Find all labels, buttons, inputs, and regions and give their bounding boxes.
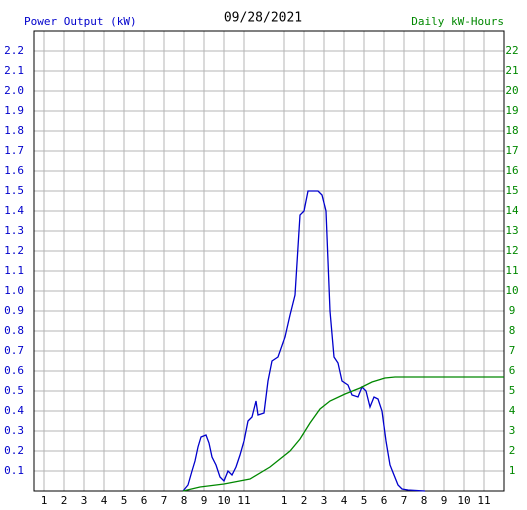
y2-tick-label: 7 (509, 344, 516, 357)
x-tick-label: 9 (201, 494, 208, 507)
plot-frame (33, 30, 505, 492)
y2-tick-label: 14 (505, 204, 519, 217)
y2-tick-label: 2 (509, 444, 516, 457)
series-line (182, 376, 504, 492)
x-tick-label: 5 (361, 494, 368, 507)
x-tick-label: 8 (181, 494, 188, 507)
series-line (182, 190, 426, 492)
x-tick-label: 1 (41, 494, 48, 507)
x-tick-label: 1 (281, 494, 288, 507)
y-tick-label: 0.5 (4, 384, 24, 397)
x-tick-label: 7 (161, 494, 168, 507)
x-tick-label: 4 (341, 494, 348, 507)
y2-tick-label: 15 (505, 184, 518, 197)
y2-tick-label: 19 (505, 104, 518, 117)
x-tick-label: 3 (81, 494, 88, 507)
x-tick-label: 10 (217, 494, 230, 507)
y2-tick-label: 1 (509, 464, 516, 477)
y-tick-label: 2.0 (4, 84, 24, 97)
y-tick-label: 1.0 (4, 284, 24, 297)
y2-axis-label: Daily kW-Hours (411, 15, 504, 28)
y-tick-label: 0.1 (4, 464, 24, 477)
y2-tick-label: 8 (509, 324, 516, 337)
y2-tick-label: 11 (505, 264, 518, 277)
y2-tick-label: 18 (505, 124, 518, 137)
y2-tick-label: 22 (505, 44, 518, 57)
y2-tick-label: 13 (505, 224, 518, 237)
x-tick-label: 6 (141, 494, 148, 507)
x-tick-label: 2 (61, 494, 68, 507)
x-tick-label: 11 (477, 494, 490, 507)
x-tick-label: 3 (321, 494, 328, 507)
y-tick-label: 0.3 (4, 424, 24, 437)
y-tick-label: 2.1 (4, 64, 24, 77)
y2-tick-label: 3 (509, 424, 516, 437)
y2-tick-label: 21 (505, 64, 518, 77)
y-tick-label: 0.8 (4, 324, 24, 337)
y-tick-label: 0.7 (4, 344, 24, 357)
y2-tick-label: 17 (505, 144, 518, 157)
y-tick-label: 1.5 (4, 184, 24, 197)
y-tick-label: 1.9 (4, 104, 24, 117)
y-tick-label: 0.9 (4, 304, 24, 317)
x-tick-label: 2 (301, 494, 308, 507)
y-tick-label: 1.1 (4, 264, 24, 277)
x-tick-label: 10 (457, 494, 470, 507)
y-tick-label: 1.7 (4, 144, 24, 157)
y2-tick-label: 20 (505, 84, 518, 97)
y-tick-label: 1.3 (4, 224, 24, 237)
x-tick-label: 4 (101, 494, 108, 507)
y2-tick-label: 9 (509, 304, 516, 317)
x-tick-label: 5 (121, 494, 128, 507)
x-tick-label: 8 (421, 494, 428, 507)
y-tick-label: 0.4 (4, 404, 24, 417)
y-tick-label: 1.8 (4, 124, 24, 137)
y2-tick-label: 5 (509, 384, 516, 397)
x-tick-label: 6 (381, 494, 388, 507)
y-axis-label: Power Output (kW) (24, 15, 137, 28)
y2-tick-label: 4 (509, 404, 516, 417)
y-tick-label: 0.6 (4, 364, 24, 377)
y2-tick-label: 6 (509, 364, 516, 377)
y-tick-label: 1.4 (4, 204, 24, 217)
y2-tick-label: 12 (505, 244, 518, 257)
y-tick-label: 1.6 (4, 164, 24, 177)
x-tick-label: 7 (401, 494, 408, 507)
x-tick-label: 9 (441, 494, 448, 507)
y-tick-label: 1.2 (4, 244, 24, 257)
y2-tick-label: 16 (505, 164, 518, 177)
y2-tick-label: 10 (505, 284, 518, 297)
y-tick-label: 0.2 (4, 444, 24, 457)
chart-title: 09/28/2021 (224, 11, 302, 26)
y-tick-label: 2.2 (4, 44, 24, 57)
x-tick-label: 11 (237, 494, 250, 507)
